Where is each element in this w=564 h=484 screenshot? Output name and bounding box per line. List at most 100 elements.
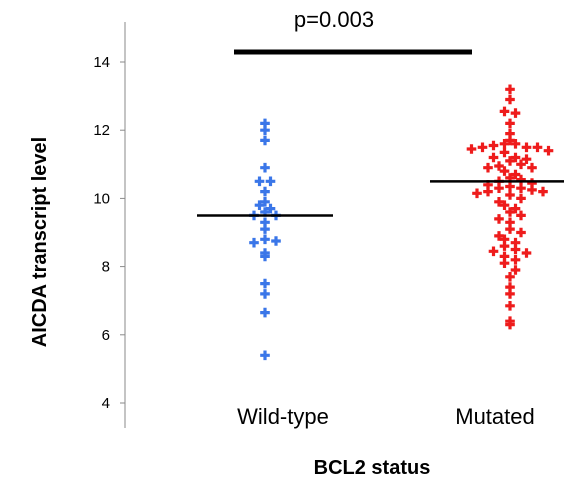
data-point [265, 176, 276, 187]
x-axis-title: BCL2 status [314, 457, 431, 479]
data-point [483, 162, 493, 173]
data-point [510, 139, 521, 149]
data-point [516, 159, 526, 170]
category-labels: Wild-type Mutated [237, 404, 535, 429]
data-point [488, 140, 499, 151]
data-point [516, 193, 526, 204]
data-point [510, 237, 521, 248]
data-point [499, 200, 510, 210]
data-point [494, 197, 504, 207]
y-tick-label: 14 [93, 54, 110, 71]
data-point [510, 169, 521, 180]
data-point [477, 142, 488, 153]
data-point [510, 265, 521, 275]
data-point [505, 84, 515, 95]
data-point [499, 241, 510, 251]
data-point [499, 147, 510, 158]
data-point [510, 108, 521, 118]
data-point [527, 178, 537, 188]
y-tick-label: 8 [102, 259, 110, 276]
data-point [505, 118, 515, 129]
data-point [505, 282, 515, 292]
data-point [510, 244, 521, 255]
data-point [265, 203, 276, 214]
data-point [527, 162, 537, 173]
data-point [505, 135, 515, 146]
data-point [494, 161, 504, 171]
data-point [516, 227, 526, 238]
data-point [260, 248, 270, 258]
data-point [260, 234, 270, 245]
data-point [543, 145, 554, 156]
data-point [260, 217, 270, 228]
y-tick-label: 12 [93, 122, 110, 139]
y-tick-label: 4 [102, 395, 110, 412]
data-point [521, 154, 532, 164]
data-point [505, 173, 515, 183]
data-point [260, 135, 270, 146]
data-point [521, 248, 532, 258]
data-point [260, 125, 270, 135]
median-lines [197, 180, 564, 217]
data-point [505, 181, 515, 192]
data-point [488, 152, 499, 163]
data-point [472, 188, 482, 199]
data-point [483, 180, 493, 190]
y-tick-label: 10 [93, 190, 110, 207]
data-point [505, 128, 515, 139]
data-point [260, 224, 270, 234]
data-point [483, 186, 493, 197]
data-point [494, 231, 504, 241]
data-point [505, 190, 515, 200]
p-value-annotation: p=0.003 [294, 7, 374, 32]
data-point [260, 207, 270, 217]
data-point [505, 217, 515, 228]
y-axis-ticks: 4 6 8 10 12 14 [93, 54, 125, 412]
data-point [521, 142, 532, 153]
data-point [499, 258, 510, 268]
data-point [516, 174, 526, 185]
data-point [249, 237, 259, 248]
data-point [254, 176, 265, 187]
data-point [260, 350, 270, 361]
data-point [510, 203, 521, 214]
data-point [499, 234, 510, 245]
data-point [510, 152, 521, 163]
data-point [505, 301, 515, 311]
data-point [499, 166, 510, 176]
data-point [505, 272, 515, 282]
x-category-label: Wild-type [237, 404, 329, 429]
data-point [505, 156, 515, 166]
data-point [260, 197, 270, 207]
x-category-label: Mutated [455, 404, 535, 429]
data-points [249, 84, 554, 361]
data-point [466, 144, 477, 154]
data-point [494, 214, 504, 224]
data-point [505, 207, 515, 217]
data-point [510, 254, 521, 265]
data-point [505, 289, 515, 299]
data-point [505, 224, 515, 234]
data-point [516, 183, 526, 193]
data-point [260, 289, 270, 299]
data-point [260, 118, 270, 129]
data-point [505, 94, 515, 105]
data-point [254, 200, 265, 210]
data-point [260, 186, 270, 197]
data-point [532, 142, 543, 153]
data-point [260, 162, 270, 173]
data-point [499, 139, 510, 149]
data-point [260, 278, 270, 289]
data-point [505, 316, 515, 326]
data-point [271, 236, 281, 246]
data-point [516, 210, 526, 221]
data-point [499, 251, 510, 262]
data-point [499, 106, 510, 117]
data-point [488, 246, 499, 257]
data-point [527, 185, 537, 195]
data-point [260, 307, 270, 318]
y-axis-title: AICDA transcript level [29, 137, 51, 347]
data-point [538, 186, 548, 197]
y-tick-label: 6 [102, 327, 110, 344]
